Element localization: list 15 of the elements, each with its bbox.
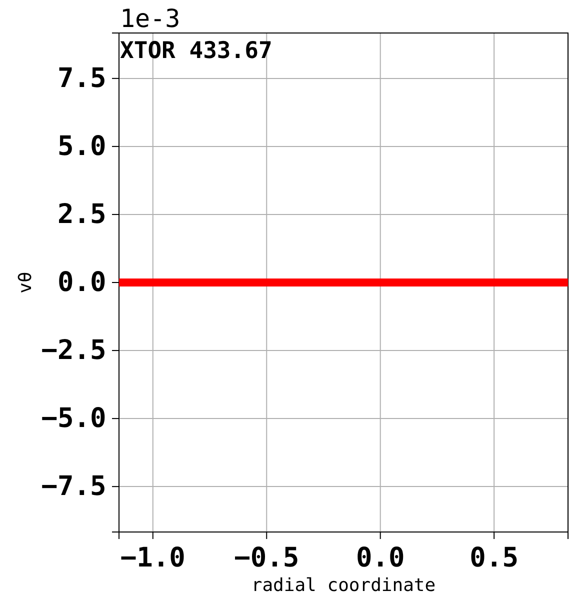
y-tick-label: −7.5	[41, 471, 106, 502]
x-tick-label: −0.5	[234, 542, 300, 574]
text: 1e-3	[120, 4, 180, 33]
x-axis-title: radial coordinate	[251, 575, 436, 596]
x-tick-label: 0.5	[470, 542, 518, 574]
y-tick-label: 2.5	[58, 199, 106, 230]
chart-title: XTOR 433.67	[120, 38, 272, 64]
x-tick-label: 0.0	[356, 542, 405, 574]
y-tick-label: −5.0	[41, 403, 106, 434]
y-tick-label: 0.0	[58, 267, 106, 298]
y-tick-label: −2.5	[41, 335, 106, 366]
y-axis-title: vθ	[15, 272, 36, 294]
y-tick-label: 5.0	[58, 131, 106, 162]
x-tick-label: −1.0	[120, 542, 186, 574]
y-tick-label: 7.5	[58, 63, 106, 94]
